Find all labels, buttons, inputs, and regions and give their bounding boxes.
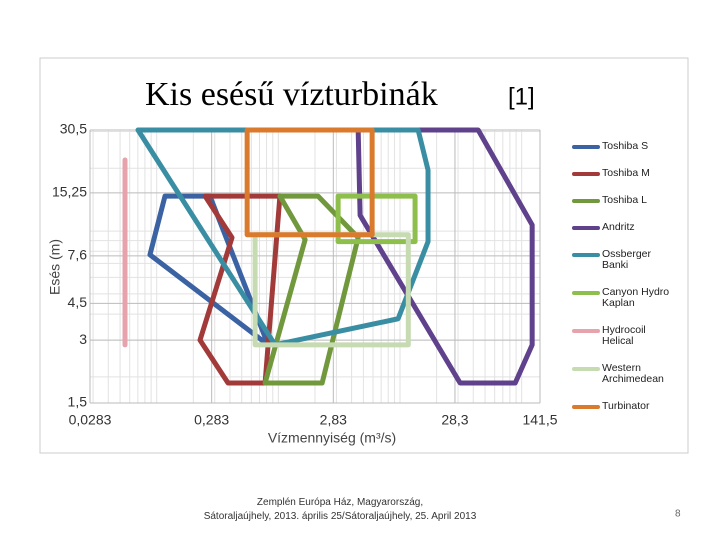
legend-item: Ossberger Banki: [572, 249, 682, 271]
x-tick-label: 0,0283: [69, 412, 112, 428]
legend-item: Toshiba M: [572, 168, 682, 179]
legend-item: Turbinator: [572, 401, 682, 412]
legend-item: Andritz: [572, 222, 682, 233]
legend-swatch: [572, 172, 600, 176]
y-tick-label: 30,5: [60, 121, 87, 137]
footer-line: Sátoraljaújhely, 2013. április 25/Sátora…: [203, 511, 477, 522]
turbine-envelope: [262, 193, 361, 386]
legend-swatch: [572, 329, 600, 333]
y-axis-label: Esés (m): [47, 239, 63, 295]
y-tick-label: 15,25: [52, 184, 87, 200]
legend-label: Hydrocoil Helical: [602, 324, 646, 347]
legend-item: Toshiba L: [572, 195, 682, 206]
x-tick-label: 2,83: [320, 412, 347, 428]
legend-item: Toshiba S: [572, 141, 682, 152]
legend-swatch: [572, 226, 600, 230]
x-tick-label: 0,283: [194, 412, 229, 428]
legend-label: Andritz: [602, 221, 635, 233]
footer-line: Zemplén Európa Ház, Magyarország,: [256, 497, 424, 508]
legend-label: Toshiba L: [602, 194, 647, 206]
title-ref: [1]: [508, 83, 535, 110]
y-tick-label: 4,5: [68, 294, 88, 310]
legend-label: Turbinator: [602, 400, 650, 412]
legend-label: Canyon Hydro Kaplan: [602, 286, 670, 309]
legend-swatch: [572, 405, 600, 409]
x-tick-label: 28,3: [441, 412, 468, 428]
legend-swatch: [572, 199, 600, 203]
legend-swatch: [572, 291, 600, 295]
page-number: 8: [675, 509, 681, 520]
legend-item: Western Archimedean: [572, 363, 682, 385]
legend-label: Toshiba M: [602, 167, 650, 179]
legend-label: Ossberger Banki: [602, 248, 652, 271]
legend-label: Western Archimedean: [602, 362, 664, 385]
x-tick-label: 141,5: [522, 412, 557, 428]
y-tick-label: 3: [79, 331, 87, 347]
y-tick-label: 1,5: [68, 394, 88, 410]
y-tick-label: 7,6: [68, 247, 88, 263]
legend-item: Canyon Hydro Kaplan: [572, 287, 682, 309]
turbine-envelope: [244, 127, 375, 238]
turbine-envelope: [335, 193, 418, 245]
legend-swatch: [572, 253, 600, 257]
legend-label: Toshiba S: [602, 140, 649, 152]
legend-item: Hydrocoil Helical: [572, 325, 682, 347]
x-axis-label: Vízmennyiség (m³/s): [268, 430, 396, 446]
legend-swatch: [572, 367, 600, 371]
chart-title: Kis esésű vízturbinák: [145, 76, 438, 113]
legend-swatch: [572, 145, 600, 149]
